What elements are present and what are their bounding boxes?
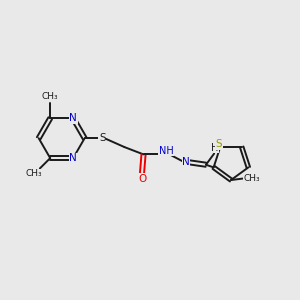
Text: N: N: [182, 157, 190, 167]
Text: S: S: [99, 133, 106, 143]
Text: O: O: [138, 174, 146, 184]
Text: CH₃: CH₃: [25, 169, 42, 178]
Text: S: S: [215, 139, 222, 149]
Text: N: N: [69, 113, 77, 123]
Text: CH₃: CH₃: [42, 92, 58, 101]
Text: N: N: [69, 153, 77, 163]
Text: CH₃: CH₃: [243, 174, 260, 183]
Text: NH: NH: [159, 146, 174, 156]
Text: H: H: [211, 142, 218, 153]
